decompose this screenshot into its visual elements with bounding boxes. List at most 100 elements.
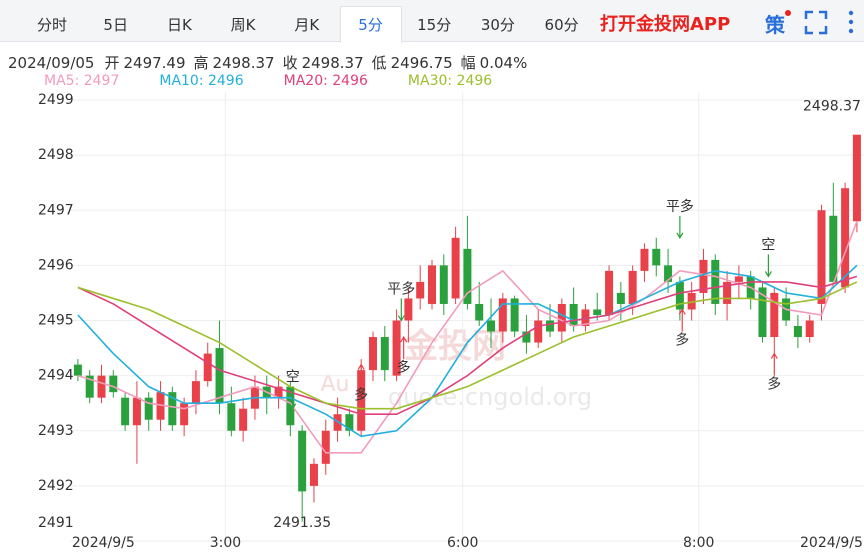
- tab[interactable]: 5日: [103, 16, 128, 34]
- candle-body: [605, 270, 614, 315]
- x-tick-label: 8:00: [683, 535, 714, 551]
- y-tick-label: 2499: [38, 92, 74, 108]
- candle-body: [817, 210, 826, 304]
- candle-body: [121, 397, 130, 426]
- tab[interactable]: 分时: [36, 16, 67, 34]
- info-value: 2498.37: [212, 54, 275, 72]
- candle-body: [97, 375, 106, 398]
- candle-body: [239, 408, 248, 431]
- candle-body: [428, 265, 436, 304]
- ma-line: [77, 220, 858, 454]
- x-tick-label: 2024/9/5: [800, 535, 863, 551]
- candle-body: [345, 414, 354, 431]
- tab[interactable]: 月K: [294, 16, 320, 34]
- legend-entry: MA5: 2497: [44, 73, 120, 89]
- watermark-text: quote.cngold.org: [388, 383, 592, 411]
- candle-body: [569, 303, 578, 327]
- candle-body: [841, 188, 850, 288]
- candle-body: [132, 397, 141, 426]
- candle-body: [156, 392, 165, 420]
- candle-body: [829, 215, 838, 282]
- candle-body: [451, 237, 460, 299]
- watermark-text: Au: [321, 372, 350, 397]
- info-label: 收: [282, 54, 298, 72]
- info-label: 幅: [460, 54, 476, 72]
- high-label: 2498.37: [803, 99, 861, 115]
- signal-label: 空: [761, 237, 775, 253]
- candle-body: [368, 337, 377, 371]
- tab[interactable]: 日K: [166, 16, 192, 34]
- y-tick-label: 2491: [38, 515, 74, 531]
- info-value: 2497.49: [123, 54, 186, 72]
- signal-label: 平多: [666, 198, 694, 215]
- y-tick-label: 2492: [38, 478, 74, 494]
- signal-label: 多: [675, 331, 689, 348]
- candle-body: [227, 403, 236, 431]
- tab[interactable]: 60分: [544, 16, 579, 34]
- candle-body: [404, 298, 413, 321]
- candle-body: [463, 248, 472, 304]
- x-tick-label: 3:00: [210, 535, 241, 551]
- quote-info: 2024/09/05 开 2497.49 高 2498.37 收 2498.37 低 2496.…: [8, 52, 535, 73]
- candle-body: [793, 326, 802, 338]
- ma-line: [77, 275, 858, 416]
- info-value: 0.04%: [479, 54, 528, 72]
- tab[interactable]: 15分: [417, 16, 452, 34]
- candle-body: [852, 134, 861, 222]
- candle-body: [758, 287, 767, 338]
- candle-body: [109, 375, 118, 393]
- signal-arrow: [400, 335, 408, 360]
- candle-body: [321, 430, 330, 464]
- tab[interactable]: 周K: [230, 16, 256, 34]
- candle-body: [522, 331, 531, 343]
- signal-arrow: [770, 352, 778, 376]
- strategy-icon[interactable]: 策: [765, 13, 785, 37]
- candle-body: [640, 248, 649, 271]
- signal-arrow: [289, 386, 297, 410]
- ma-line: [77, 264, 858, 438]
- candle-body: [73, 364, 82, 376]
- candle-body: [180, 403, 189, 426]
- candle-body: [557, 303, 566, 332]
- signal-label: 多: [397, 359, 411, 376]
- candle-body: [687, 292, 696, 310]
- info-value: 2496.75: [390, 54, 453, 72]
- tab[interactable]: 30分: [480, 16, 515, 34]
- candle-body: [770, 292, 779, 338]
- candle-body: [805, 320, 814, 338]
- candle-body: [274, 386, 283, 398]
- candle-body: [510, 298, 519, 332]
- candle-body: [439, 265, 448, 304]
- ma-line: [77, 281, 858, 410]
- low-label: 2491.35: [273, 515, 331, 531]
- legend-entry: MA30: 2496: [407, 73, 493, 89]
- y-tick-label: 2493: [38, 423, 74, 439]
- signal-arrow: [357, 363, 365, 387]
- y-tick-label: 2496: [38, 257, 74, 273]
- tab[interactable]: 5分: [339, 6, 402, 43]
- candle-body: [711, 259, 720, 304]
- candle-body: [734, 276, 743, 282]
- candle-body: [723, 281, 732, 304]
- candle-body: [475, 303, 484, 321]
- x-tick-label: 2024/9/5: [72, 535, 135, 551]
- candle-body: [392, 320, 401, 376]
- candle-body: [581, 309, 590, 327]
- candle-body: [144, 397, 153, 420]
- signal-label: 空: [286, 370, 300, 386]
- info-label: 开: [104, 54, 120, 72]
- signal-arrow: [764, 254, 772, 278]
- candle-body: [85, 375, 94, 398]
- x-tick-label: 6:00: [447, 535, 478, 551]
- candle-body: [664, 265, 673, 282]
- signal-arrow: [678, 308, 686, 332]
- signal-arrow: [676, 215, 684, 239]
- candle-body: [286, 386, 295, 426]
- app-link[interactable]: 打开金投网APP: [600, 14, 731, 35]
- y-tick-label: 2498: [38, 147, 74, 163]
- date: 2024/09/05: [8, 54, 95, 72]
- info-label: 低: [371, 54, 387, 72]
- legend: MA5: 2497 MA10: 2496 MA20: 2496 MA30: 2496: [44, 73, 532, 89]
